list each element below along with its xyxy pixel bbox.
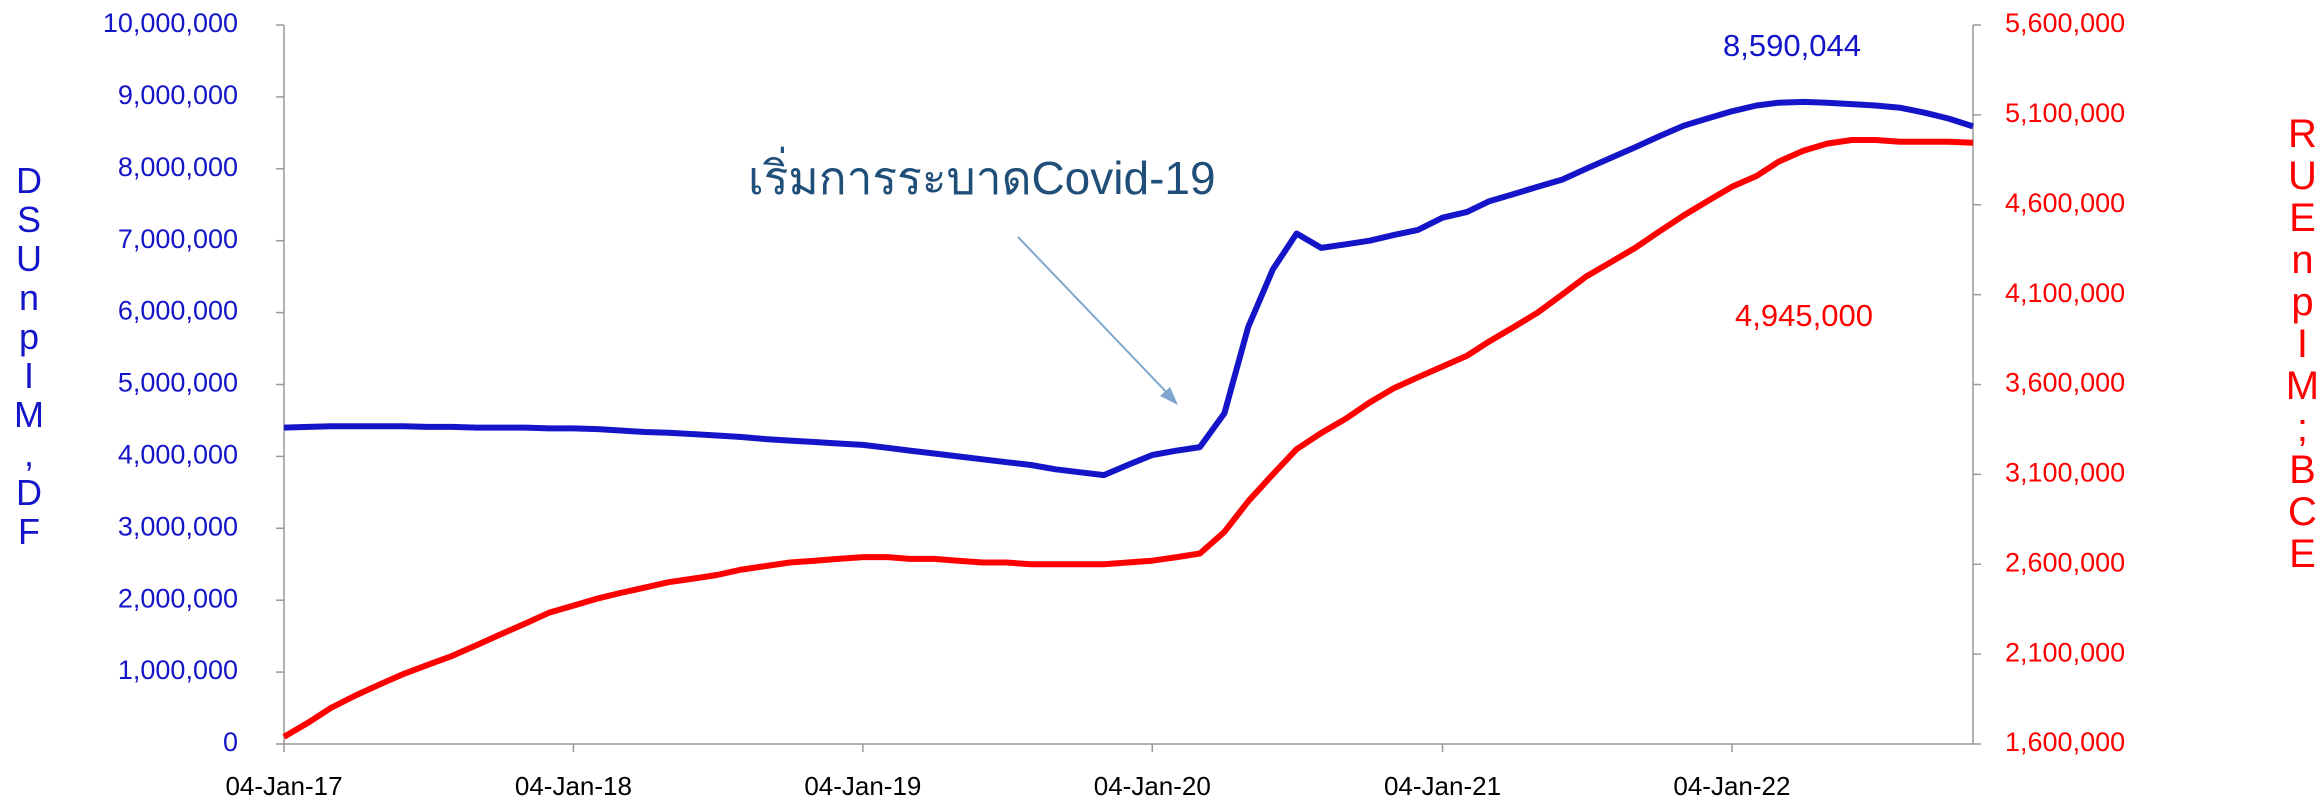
y2-tick-label: 2,100,000 — [2005, 637, 2125, 667]
y-tick-label: 6,000,000 — [118, 296, 238, 326]
y-tick-label: 0 — [223, 727, 238, 757]
x-tick-label: 04-Jan-18 — [515, 771, 632, 801]
x-tick-label: 04-Jan-22 — [1673, 771, 1790, 801]
series-line — [282, 137, 1974, 740]
y2-tick-label: 4,600,000 — [2005, 188, 2125, 218]
annotation: เริ่มการระบาดCovid-19 — [748, 146, 1216, 204]
y-tick-label: 4,000,000 — [118, 440, 238, 470]
y-tick-label: 9,000,000 — [118, 80, 238, 110]
y-tick-label: 1,000,000 — [118, 655, 238, 685]
end-label: 4,945,000 — [1735, 298, 1873, 333]
y2-tick-label: 2,600,000 — [2005, 547, 2125, 577]
x-tick-label: 04-Jan-17 — [225, 771, 342, 801]
x-tick-label: 04-Jan-19 — [804, 771, 921, 801]
end-label: 8,590,044 — [1723, 28, 1861, 63]
series-line — [283, 98, 1974, 479]
y2-axis-label: RUEnpIM;BCE — [2280, 112, 2320, 574]
arrow-head — [1160, 387, 1178, 405]
y-tick-label: 5,000,000 — [118, 368, 238, 398]
x-tick-label: 04-Jan-21 — [1384, 771, 1501, 801]
annotation-arrow — [1017, 236, 1173, 399]
y2-tick-label: 4,100,000 — [2005, 278, 2125, 308]
y-tick-label: 3,000,000 — [118, 511, 238, 541]
y2-tick-label: 1,600,000 — [2005, 727, 2125, 757]
y-tick-label: 2,000,000 — [118, 583, 238, 613]
y-tick-label: 8,000,000 — [118, 152, 238, 182]
y-axis-label: DSUnpIM,DF — [8, 160, 49, 550]
y2-tick-label: 3,600,000 — [2005, 368, 2125, 398]
y2-tick-label: 5,100,000 — [2005, 98, 2125, 128]
y2-tick-label: 5,600,000 — [2005, 8, 2125, 38]
y-tick-label: 7,000,000 — [118, 224, 238, 254]
x-tick-label: 04-Jan-20 — [1094, 771, 1211, 801]
y-tick-label: 10,000,000 — [103, 8, 238, 38]
y2-tick-label: 3,100,000 — [2005, 458, 2125, 488]
